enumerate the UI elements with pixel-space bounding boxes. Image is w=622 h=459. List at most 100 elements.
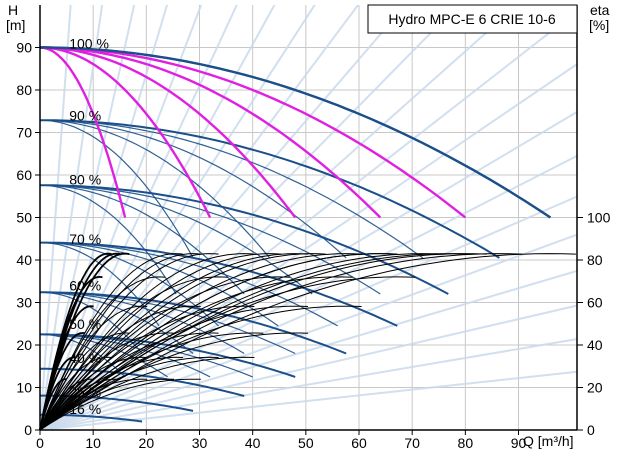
y-tick-label: 10 xyxy=(16,380,32,396)
system-curve-line xyxy=(40,9,577,430)
efficiency-curve xyxy=(39,252,130,431)
efficiency-curve xyxy=(39,253,523,431)
speed-curve-partial xyxy=(39,119,424,259)
system-curve-line xyxy=(40,5,203,430)
speed-label: 60 % xyxy=(69,278,101,294)
speed-curve-90 xyxy=(40,119,500,259)
x-axis-label: Q [m³/h] xyxy=(523,433,574,449)
max-speed-curve-5-pumps xyxy=(40,46,467,219)
chart-title-box: Hydro MPC-E 6 CRIE 10-6 xyxy=(367,4,578,34)
max-speed-curves xyxy=(40,46,552,219)
system-curve-line xyxy=(40,5,238,430)
system-curve-line xyxy=(40,370,577,430)
system-curve-line xyxy=(40,269,577,430)
y-tick-label: 40 xyxy=(16,252,32,268)
speed-curve-partial xyxy=(39,119,194,259)
system-curve-line xyxy=(40,338,577,430)
efficiency-curve xyxy=(39,253,362,431)
speed-curve-60 xyxy=(40,291,347,355)
speed-curve-partial xyxy=(40,291,143,354)
system-curve-line xyxy=(40,5,460,430)
y-tick-label: 30 xyxy=(16,295,32,311)
speed-label: 70 % xyxy=(69,231,101,247)
system-curve-line xyxy=(40,304,577,430)
efficiency-curve xyxy=(39,332,175,431)
x-tick-label: 80 xyxy=(458,435,474,451)
efficiency-curve xyxy=(39,253,443,431)
efficiency-curve xyxy=(39,305,362,431)
speed-curve-partial xyxy=(39,184,245,295)
tick-labels: 0 10 20 30 40 50 60 70 80 90 0 10 20 30 40 50 60 70 80 90 0 2… xyxy=(16,35,610,451)
eta-axis-label: eta xyxy=(590,2,610,18)
eta-tick-label: 80 xyxy=(587,252,603,268)
x-tick-label: 60 xyxy=(351,435,367,451)
speed-curve-partial xyxy=(39,184,177,295)
speed-label: 80 % xyxy=(69,171,101,187)
x-tick-label: 30 xyxy=(192,435,208,451)
chart-title: Hydro MPC-E 6 CRIE 10-6 xyxy=(388,11,555,27)
speed-label: 50 % xyxy=(69,316,101,332)
y-tick-label: 80 xyxy=(16,82,32,98)
efficiency-curve xyxy=(39,276,228,431)
efficiency-curve xyxy=(39,253,326,431)
max-speed-curve-4-pumps xyxy=(40,46,382,219)
axes xyxy=(35,5,583,435)
speed-label: 100 % xyxy=(69,35,109,51)
y-tick-label: 0 xyxy=(24,422,32,438)
system-curve-line xyxy=(40,5,316,430)
eta-tick-label: 100 xyxy=(587,210,611,226)
speed-curve-partial xyxy=(39,184,381,295)
y-tick-label: 90 xyxy=(16,40,32,56)
efficiency-curve xyxy=(39,378,201,431)
speed-label: 25 % xyxy=(69,384,101,400)
max-speed-curve-1-pumps xyxy=(40,46,127,218)
y-axis-unit: [m] xyxy=(6,17,25,33)
x-tick-label: 20 xyxy=(139,435,155,451)
y-tick-label: 50 xyxy=(16,210,32,226)
efficiency-curve xyxy=(39,253,398,431)
efficiency-curve xyxy=(39,252,112,431)
efficiency-curve xyxy=(39,276,353,431)
efficiency-curve xyxy=(39,253,576,431)
eta-tick-label: 40 xyxy=(587,337,603,353)
eta-tick-label: 60 xyxy=(587,295,603,311)
system-curve-line xyxy=(40,5,136,430)
efficiency-curve xyxy=(39,253,219,431)
system-curve-line xyxy=(40,5,72,430)
x-tick-label: 90 xyxy=(511,435,527,451)
speed-label: 90 % xyxy=(69,108,101,124)
speed-curve-partial xyxy=(39,119,271,259)
efficiency-curve xyxy=(39,356,255,431)
eta-axis-unit: [%] xyxy=(589,17,609,33)
x-tick-label: 0 xyxy=(36,435,44,451)
max-speed-curve-6-pumps xyxy=(40,46,552,219)
x-tick-label: 50 xyxy=(298,435,314,451)
system-curve-line xyxy=(40,62,577,430)
efficiency-curve xyxy=(39,253,201,431)
efficiency-curve xyxy=(39,253,183,431)
y-axis-label: H xyxy=(8,2,18,18)
efficiency-curve xyxy=(39,253,469,431)
y-tick-label: 20 xyxy=(16,337,32,353)
speed-label: 40 % xyxy=(69,350,101,366)
max-speed-curve-3-pumps xyxy=(40,46,297,219)
system-curve-line xyxy=(40,154,577,430)
system-curve-line xyxy=(40,233,577,430)
speed-curve-partial xyxy=(39,184,313,295)
system-curve-line xyxy=(40,5,407,430)
max-speed-curve-2-pumps xyxy=(40,46,212,219)
efficiency-curve xyxy=(39,276,291,431)
system-curve-line xyxy=(40,195,577,430)
efficiency-curve xyxy=(39,253,309,431)
x-tick-label: 10 xyxy=(85,435,101,451)
speed-curves xyxy=(39,46,551,423)
system-curve-line xyxy=(40,5,104,430)
efficiency-curve xyxy=(39,253,487,431)
efficiency-curve xyxy=(39,305,309,431)
efficiency-curve xyxy=(39,253,255,431)
efficiency-curves xyxy=(39,252,576,431)
eta-tick-label: 0 xyxy=(587,422,595,438)
speed-label: 16 % xyxy=(69,401,101,417)
speed-curve-70 xyxy=(40,241,398,327)
efficiency-curve xyxy=(39,332,309,431)
